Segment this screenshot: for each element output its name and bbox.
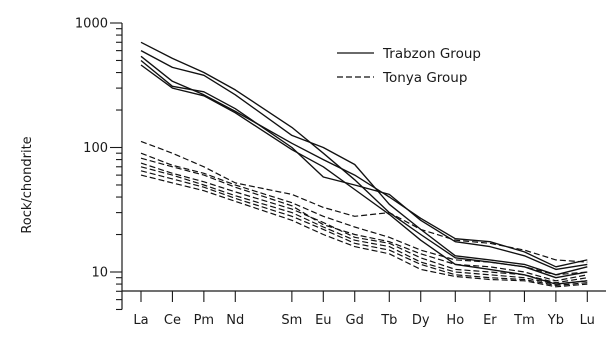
legend-label: Tonya Group [382, 70, 467, 86]
trabzon-series-line-3 [140, 55, 588, 268]
x-tick-label-er: Er [483, 313, 497, 328]
x-tick-label-nd: Nd [226, 313, 244, 328]
tonya-series-line-9 [140, 162, 588, 284]
x-tick-label-lu: Lu [580, 313, 595, 328]
trabzon-series-line-4 [140, 59, 588, 271]
x-tick-label-ce: Ce [164, 313, 181, 328]
x-tick-label-tb: Tb [380, 313, 397, 328]
x-tick-label-sm: Sm [281, 313, 302, 328]
y-tick-label: 100 [83, 141, 108, 156]
trabzon-series-line-2 [140, 50, 588, 276]
y-tick-label: 1000 [75, 17, 108, 32]
series-group [140, 41, 588, 288]
legend-label: Trabzon Group [382, 46, 481, 62]
tonya-series-line-11 [140, 170, 588, 286]
x-tick-label-la: La [133, 313, 148, 328]
x-tick-label-pm: Pm [194, 313, 215, 328]
axes: 1000 100 10 La Ce Pm Nd Sm Eu Gd Tb Dy Ho Er Tm Yb Lu [75, 17, 606, 328]
tonya-series-line-10 [140, 166, 588, 285]
tonya-series-line-7 [140, 152, 588, 276]
x-tick-label-yb: Yb [547, 313, 564, 328]
legend: Trabzon Group Tonya Group [337, 46, 481, 86]
x-tick-label-tm: Tm [513, 313, 535, 328]
x-tick-label-dy: Dy [412, 313, 430, 328]
tonya-series-line-8 [140, 157, 588, 282]
y-axis-label: Rock/chondrite [20, 136, 35, 233]
tonya-series-line-12 [140, 174, 588, 288]
x-tick-label-gd: Gd [346, 313, 364, 328]
y-tick-label: 10 [91, 266, 108, 281]
tonya-series-line-6 [140, 140, 588, 263]
x-tick-label-eu: Eu [315, 313, 331, 328]
x-tick-label-ho: Ho [446, 313, 464, 328]
